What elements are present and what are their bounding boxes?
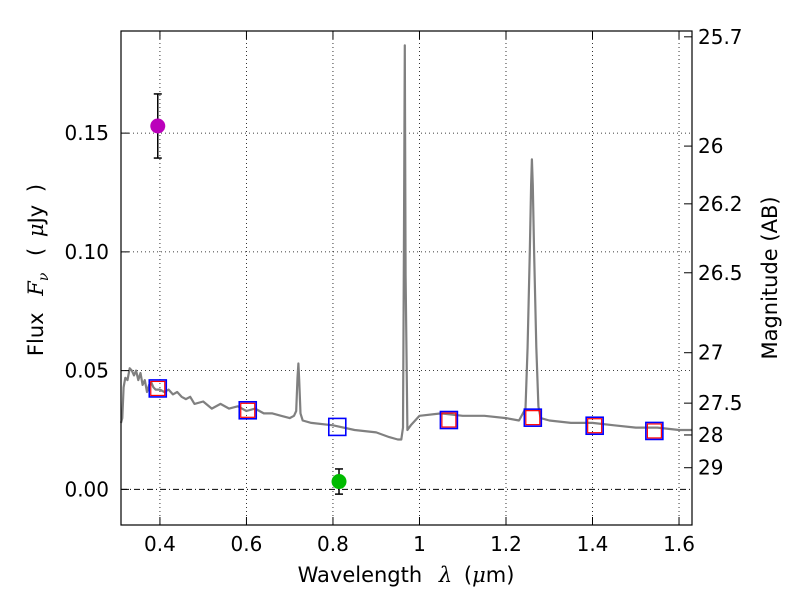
observed-band-marker <box>148 379 168 398</box>
y-tick-label: 0.10 <box>64 240 109 264</box>
right-axis-title: Magnitude (AB) <box>758 196 782 359</box>
mag-tick-label: 29 <box>698 456 723 480</box>
observed-band-marker <box>327 417 347 437</box>
plot-frame <box>120 30 693 526</box>
x-tick-label: 1.6 <box>663 532 695 556</box>
mag-tick-label: 26.5 <box>698 261 743 285</box>
model-photometry-marker <box>587 418 603 434</box>
observed-band-marker <box>645 421 664 441</box>
mag-tick-label: 27 <box>698 341 723 365</box>
observed-band-marker <box>523 408 543 427</box>
observed-band-marker <box>585 416 604 436</box>
x-tick-label: 0.4 <box>144 532 176 556</box>
x-tick-label: 0.8 <box>317 532 349 556</box>
mag-tick-label: 27.5 <box>698 391 743 415</box>
mag-tick-label: 28 <box>698 423 723 447</box>
mag-tick-label: 26.2 <box>698 192 743 216</box>
x-tick-label: 0.6 <box>231 532 263 556</box>
model-photometry-marker <box>441 412 457 428</box>
model-photometry-marker <box>646 423 662 439</box>
series <box>119 44 692 495</box>
mag-tick-label: 26 <box>698 134 723 158</box>
model-spectrum-line <box>119 44 692 441</box>
x-tick-label: 1 <box>413 532 426 556</box>
model-photometry-marker <box>525 410 541 426</box>
y-tick-label: 0.15 <box>64 121 109 145</box>
x-axis-title: Wavelength λ (μm) <box>298 563 515 587</box>
observed-band-marker <box>439 410 459 430</box>
ticks: 0.4 0.6 0.8 1 1.2 1.4 1.6 0.00 0.05 0.10 0.15 25.7 2… <box>64 25 742 556</box>
detection-point <box>331 474 347 490</box>
observed-band-marker <box>238 400 258 420</box>
x-tick-label: 1.2 <box>490 532 522 556</box>
x-tick-label: 1.4 <box>577 532 609 556</box>
detection-point <box>150 118 166 134</box>
model-photometry-marker <box>240 402 256 418</box>
model-photometry-marker <box>150 380 166 397</box>
y-axis-title: Flux Fν ( μJy ) <box>24 184 53 356</box>
mag-tick-label: 25.7 <box>698 25 743 49</box>
y-tick-label: 0.00 <box>64 477 109 501</box>
y-tick-label: 0.05 <box>64 359 109 383</box>
